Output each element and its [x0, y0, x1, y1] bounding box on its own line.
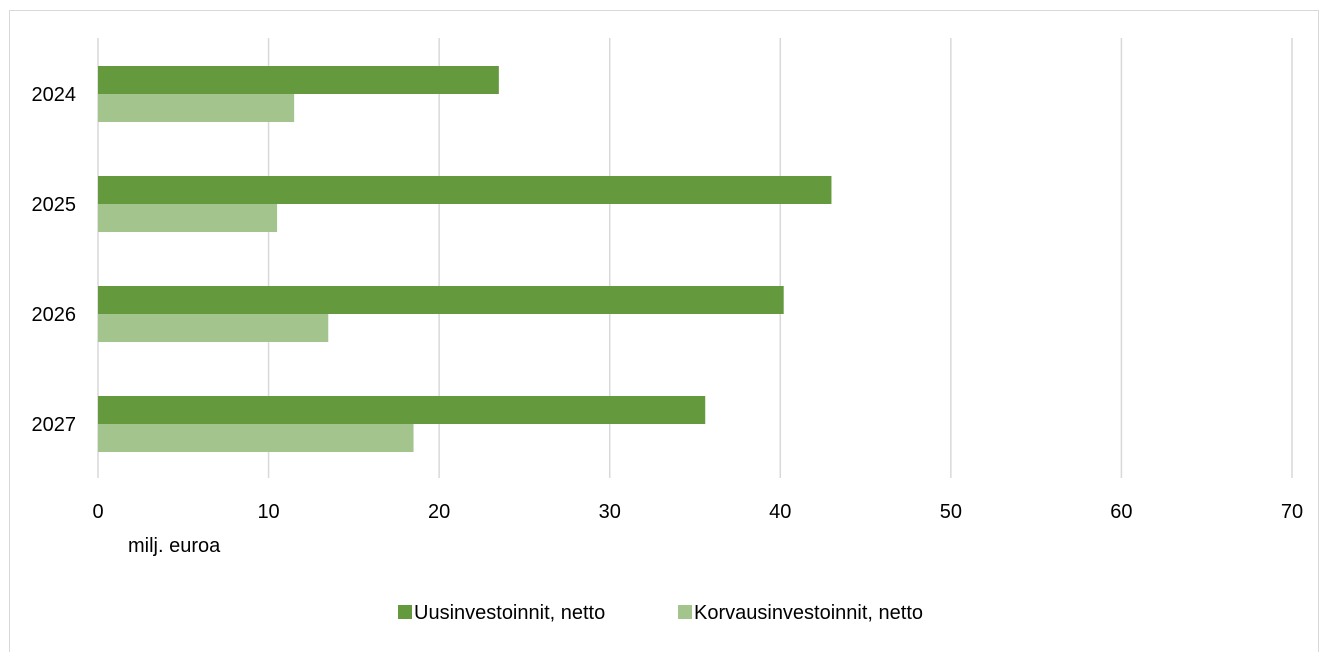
bars: [98, 66, 832, 452]
x-tick-label: 70: [1281, 501, 1303, 523]
legend-label: Uusinvestoinnit, netto: [414, 602, 605, 624]
y-axis-tick-labels: 2024 2025 2026 2027: [32, 84, 77, 436]
bar-2026-series-1: [98, 286, 784, 314]
x-tick-label: 10: [257, 501, 279, 523]
y-tick-label: 2026: [32, 304, 77, 326]
legend: Uusinvestoinnit, netto Korvausinvestoinni…: [398, 602, 923, 624]
y-tick-label: 2025: [32, 194, 77, 216]
x-axis-label: milj. euroa: [128, 535, 221, 557]
bar-2025-series-2: [98, 204, 278, 232]
bar-2026-series-2: [98, 314, 329, 342]
legend-label: Korvausinvestoinnit, netto: [694, 602, 923, 624]
chart-frame: [9, 10, 1319, 652]
x-axis-tick-labels: 0 10 20 30 40 50 60 70: [92, 501, 1303, 523]
bar-2027-series-1: [98, 396, 706, 424]
x-tick-label: 0: [92, 501, 103, 523]
y-tick-label: 2027: [32, 414, 77, 436]
bar-2025-series-1: [98, 176, 832, 204]
x-tick-label: 40: [769, 501, 791, 523]
legend-swatch: [398, 605, 412, 619]
x-tick-label: 20: [428, 501, 450, 523]
legend-swatch: [678, 605, 692, 619]
x-tick-label: 60: [1110, 501, 1132, 523]
x-tick-label: 50: [940, 501, 962, 523]
bar-2024-series-1: [98, 66, 499, 94]
bar-2024-series-2: [98, 94, 295, 122]
bar-2027-series-2: [98, 424, 414, 452]
y-tick-label: 2024: [32, 84, 77, 106]
x-tick-label: 30: [599, 501, 621, 523]
